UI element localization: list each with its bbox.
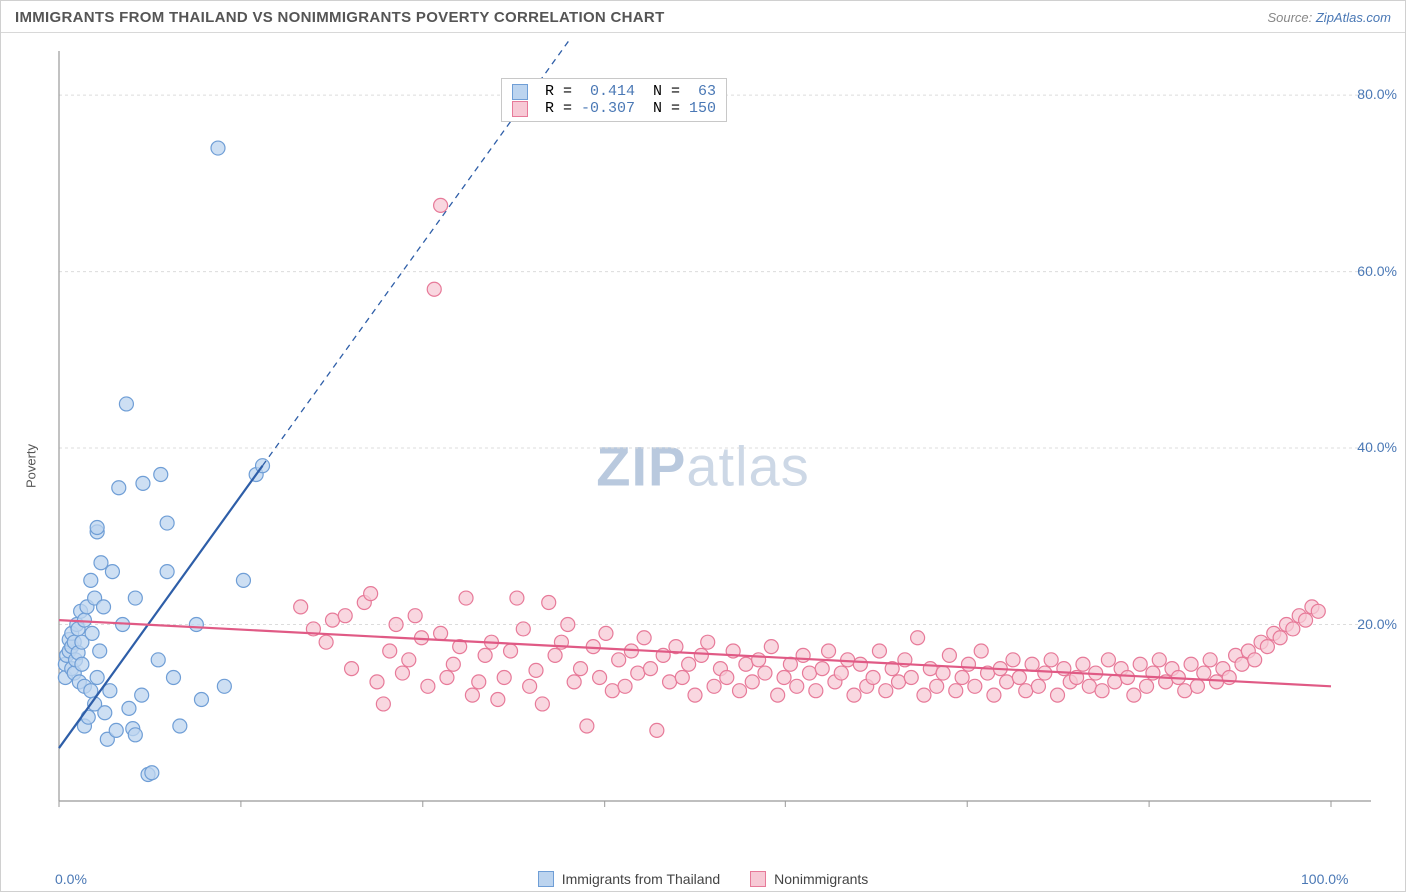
x-tick-min: 0.0% [55, 871, 87, 887]
stats-row: R = 0.414 N = 63 [512, 83, 716, 100]
scatter-plot [41, 41, 1391, 851]
x-tick-max: 100.0% [1301, 871, 1348, 887]
stats-text: R = -0.307 N = 150 [536, 100, 716, 117]
legend-item: Immigrants from Thailand [538, 871, 720, 887]
series-legend: Immigrants from Thailand Nonimmigrants [1, 871, 1405, 887]
header: IMMIGRANTS FROM THAILAND VS NONIMMIGRANT… [1, 1, 1405, 33]
chart-container: IMMIGRANTS FROM THAILAND VS NONIMMIGRANT… [0, 0, 1406, 892]
y-tick-label: 60.0% [1357, 263, 1397, 279]
legend-item: Nonimmigrants [750, 871, 868, 887]
y-tick-label: 20.0% [1357, 616, 1397, 632]
y-axis-label: Poverty [24, 444, 39, 488]
source-prefix: Source: [1267, 10, 1315, 25]
legend-label: Nonimmigrants [774, 871, 868, 887]
stats-swatch [512, 84, 528, 100]
legend-swatch [538, 871, 554, 887]
source-link[interactable]: ZipAtlas.com [1316, 10, 1391, 25]
chart-title: IMMIGRANTS FROM THAILAND VS NONIMMIGRANT… [15, 9, 665, 26]
y-tick-label: 40.0% [1357, 439, 1397, 455]
legend-label: Immigrants from Thailand [562, 871, 720, 887]
chart-area: Poverty ZIPatlas R = 0.414 N = 63 R = -0… [1, 41, 1405, 891]
stats-text: R = 0.414 N = 63 [536, 83, 716, 100]
stats-swatch [512, 101, 528, 117]
source-attribution: Source: ZipAtlas.com [1267, 10, 1391, 25]
legend-swatch [750, 871, 766, 887]
stats-row: R = -0.307 N = 150 [512, 100, 716, 117]
correlation-stats-box: R = 0.414 N = 63 R = -0.307 N = 150 [501, 78, 727, 122]
y-tick-label: 80.0% [1357, 86, 1397, 102]
